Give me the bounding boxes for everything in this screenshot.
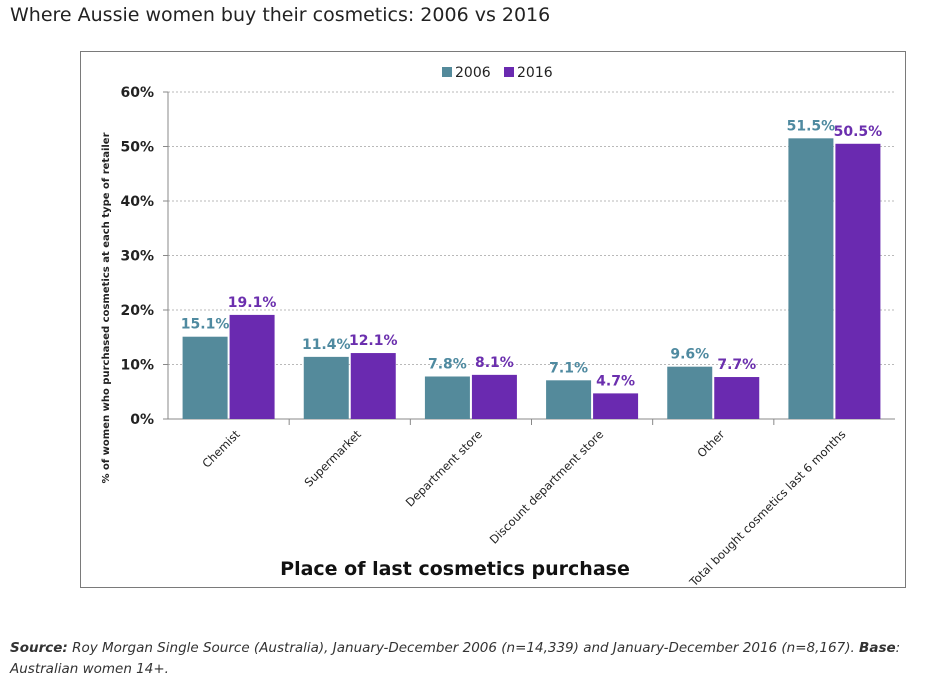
x-axis-title: Place of last cosmetics purchase xyxy=(280,558,630,580)
bar-2006 xyxy=(667,366,713,419)
bars xyxy=(182,138,881,419)
legend-swatch xyxy=(504,67,514,77)
data-label: 8.1% xyxy=(475,355,514,371)
legend-label: 2006 xyxy=(455,65,491,81)
y-axis-title: % of women who purchased cosmetics at ea… xyxy=(101,132,112,483)
data-label: 7.1% xyxy=(549,360,588,376)
x-tick-label: Other xyxy=(694,427,727,460)
y-tick-label: 50% xyxy=(120,140,154,156)
y-tick-label: 60% xyxy=(120,85,154,101)
y-tick-label: 30% xyxy=(120,249,154,265)
gridlines xyxy=(168,91,895,365)
base-text: : Australian women 14+. xyxy=(10,640,901,677)
bar-chart: 0% 10% 20% 30% 40% 50% 60% Chemist Supermarket De… xyxy=(101,65,895,587)
data-label: 7.8% xyxy=(428,356,467,372)
data-label: 51.5% xyxy=(787,118,836,134)
page-title: Where Aussie women buy their cosmetics: … xyxy=(10,4,551,26)
bar-2016 xyxy=(835,143,881,419)
bar-2016 xyxy=(714,377,760,419)
bar-2006 xyxy=(546,380,592,419)
x-tick-label: Department store xyxy=(403,427,485,509)
y-tick-label: 10% xyxy=(120,358,154,374)
legend-swatch xyxy=(442,67,452,77)
x-tick-label: Chemist xyxy=(199,427,243,471)
data-label: 9.6% xyxy=(670,347,709,363)
x-tick-label: Discount department store xyxy=(487,427,606,546)
bar-2006 xyxy=(182,336,228,419)
y-tick-label: 20% xyxy=(120,303,154,319)
data-labels: 15.1% 19.1% 11.4%12.1% 7.8% 8.1% 7.1% 4.7% 9.6%… xyxy=(181,118,882,389)
base-label: Base xyxy=(859,640,896,656)
bar-2006 xyxy=(303,356,349,419)
data-label: 12.1% xyxy=(349,333,398,349)
x-tick-label: Supermarket xyxy=(301,427,364,490)
bar-2006 xyxy=(424,376,470,419)
source-text: Roy Morgan Single Source (Australia), Ja… xyxy=(67,640,860,656)
chart-frame: 0% 10% 20% 30% 40% 50% 60% Chemist Supermarket De… xyxy=(80,51,906,588)
data-label: 50.5% xyxy=(834,124,883,140)
data-label: 19.1% xyxy=(228,295,277,311)
bar-2016 xyxy=(350,353,396,419)
data-label: 4.7% xyxy=(596,373,635,389)
bar-2016 xyxy=(229,314,275,419)
legend-label: 2016 xyxy=(517,65,553,81)
legend: 2006 2016 xyxy=(442,65,553,81)
y-tick-label: 0% xyxy=(130,412,154,428)
data-label: 15.1% xyxy=(181,317,230,333)
bar-2016 xyxy=(471,374,517,419)
source-label: Source: xyxy=(10,640,68,656)
data-label: 7.7% xyxy=(717,357,756,373)
y-tick-label: 40% xyxy=(120,194,154,210)
bar-2016 xyxy=(593,393,639,419)
data-label: 11.4% xyxy=(302,337,351,353)
source-note: Source: Roy Morgan Single Source (Austra… xyxy=(10,638,940,680)
bar-2006 xyxy=(788,138,834,419)
